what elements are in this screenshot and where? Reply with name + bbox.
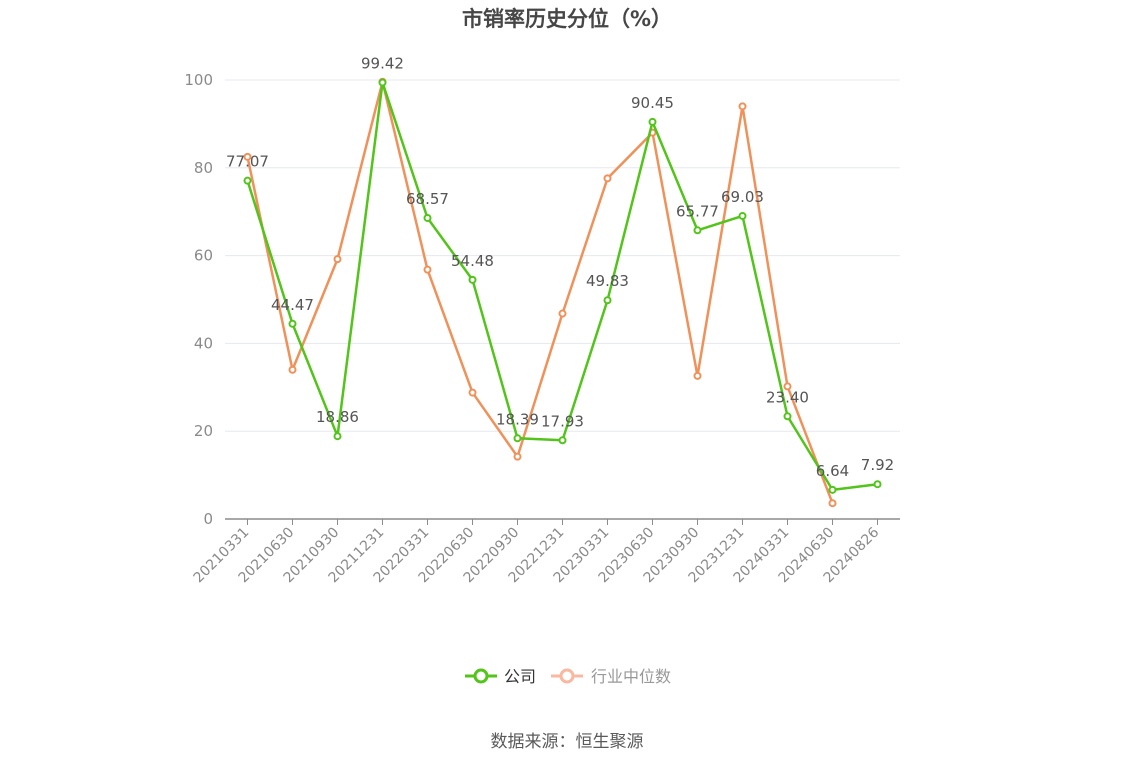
- data-label-company: 23.40: [766, 388, 809, 406]
- series-line-industry-median: [246, 80, 834, 504]
- legend[interactable]: 公司 行业中位数: [465, 667, 671, 686]
- data-point-industry-median[interactable]: [468, 388, 477, 397]
- data-point-industry-median[interactable]: [288, 365, 297, 374]
- y-tick-label: 20: [194, 422, 213, 440]
- data-point-company[interactable]: [378, 78, 387, 87]
- data-point-industry-median[interactable]: [423, 265, 432, 274]
- data-label-company: 77.07: [226, 153, 269, 171]
- data-point-company[interactable]: [423, 213, 432, 222]
- legend-item-company[interactable]: 公司: [465, 667, 536, 686]
- y-tick-label: 60: [194, 247, 213, 265]
- y-tick-label: 0: [203, 510, 213, 528]
- data-label-company: 65.77: [676, 202, 719, 220]
- data-label-company: 90.45: [631, 94, 674, 112]
- data-point-industry-median[interactable]: [243, 152, 252, 161]
- x-axis: 2021033120210630202109302021123120220331…: [191, 518, 900, 586]
- data-label-company: 54.48: [451, 252, 494, 270]
- data-point-industry-median[interactable]: [513, 452, 522, 461]
- y-tick-label: 80: [194, 159, 213, 177]
- data-point-industry-median[interactable]: [603, 174, 612, 183]
- data-label-company: 17.93: [541, 412, 584, 430]
- data-label-company: 6.64: [816, 462, 849, 480]
- series-group: [243, 77, 882, 508]
- data-label-company: 7.92: [861, 456, 894, 474]
- data-point-industry-median[interactable]: [333, 255, 342, 264]
- y-tick-label: 40: [194, 334, 213, 352]
- data-point-company[interactable]: [243, 176, 252, 185]
- y-axis: 0 20 40 60 80 100: [184, 71, 213, 528]
- legend-industry-median-marker-icon: [559, 668, 575, 684]
- data-point-company[interactable]: [468, 275, 477, 284]
- data-point-industry-median[interactable]: [738, 102, 747, 111]
- data-point-industry-median[interactable]: [783, 382, 792, 391]
- data-point-company[interactable]: [513, 434, 522, 443]
- data-point-company[interactable]: [738, 211, 747, 220]
- data-point-company[interactable]: [783, 412, 792, 421]
- data-labels: 77.07 44.47 18.86 99.42 68.57 54.48 18.39 17.93…: [226, 55, 894, 480]
- data-point-industry-median[interactable]: [693, 371, 702, 380]
- data-label-company: 49.83: [586, 272, 629, 290]
- data-label-company: 99.42: [361, 55, 404, 73]
- y-tick-label: 100: [184, 71, 213, 89]
- data-point-company[interactable]: [693, 226, 702, 235]
- data-point-industry-median[interactable]: [558, 309, 567, 318]
- legend-company-label: 公司: [504, 667, 536, 686]
- data-label-company: 44.47: [271, 296, 314, 314]
- source-text: 数据来源：恒生聚源: [491, 732, 644, 752]
- data-label-company: 68.57: [406, 190, 449, 208]
- gridlines: [225, 79, 900, 432]
- data-point-company[interactable]: [333, 432, 342, 441]
- legend-company-marker-icon: [473, 668, 489, 684]
- legend-industry-median-label: 行业中位数: [591, 667, 671, 686]
- data-point-company[interactable]: [288, 319, 297, 328]
- data-point-industry-median[interactable]: [828, 499, 837, 508]
- data-point-company[interactable]: [873, 480, 882, 489]
- data-point-company[interactable]: [603, 296, 612, 305]
- legend-item-industry-median[interactable]: 行业中位数: [551, 667, 671, 686]
- chart-title: 市销率历史分位（%）: [462, 7, 672, 31]
- data-label-company: 18.39: [496, 410, 539, 428]
- data-point-company[interactable]: [648, 117, 657, 126]
- data-label-company: 18.86: [316, 408, 359, 426]
- data-point-company[interactable]: [828, 485, 837, 494]
- data-label-company: 69.03: [721, 188, 764, 206]
- data-point-company[interactable]: [558, 436, 567, 445]
